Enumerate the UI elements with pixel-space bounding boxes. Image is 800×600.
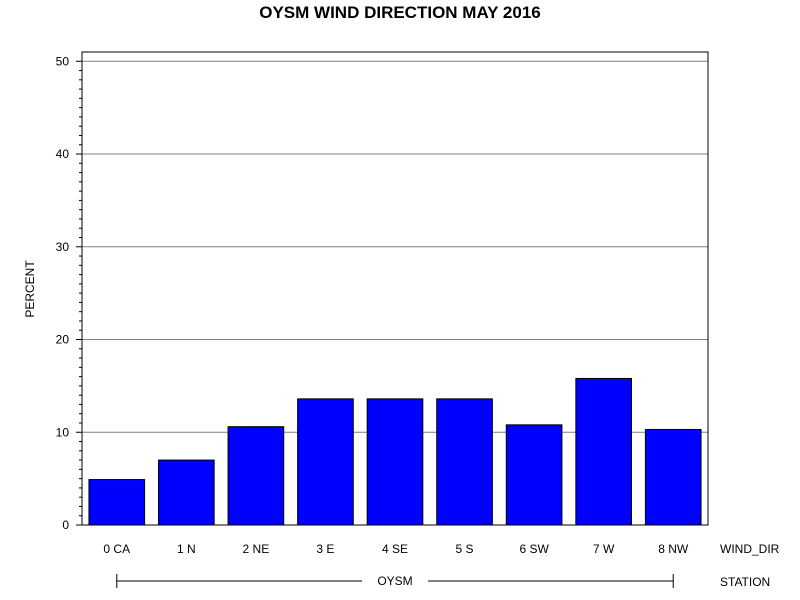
y-tick-label: 0 xyxy=(62,518,69,532)
bar xyxy=(366,398,424,526)
y-tick-label: 10 xyxy=(56,425,70,439)
bar xyxy=(158,459,215,526)
bars xyxy=(88,377,702,526)
x-tick-label: 2 NE xyxy=(243,542,270,556)
bar xyxy=(88,479,146,526)
gridlines xyxy=(82,60,708,433)
y-axis-label: PERCENT xyxy=(23,260,37,318)
x-tick-label: 5 S xyxy=(456,542,474,556)
plot-frame xyxy=(81,51,709,526)
x-axis: 0 CA 1 N 2 NE 3 E 4 SE 5 S 6 SW 7 W 8 NW xyxy=(103,542,688,556)
bar xyxy=(505,424,563,526)
x-tick-label: 4 SE xyxy=(382,542,408,556)
x-tick-label: 8 NW xyxy=(658,542,689,556)
bar xyxy=(575,377,632,526)
y-axis: 0 10 20 30 40 50 xyxy=(56,54,82,532)
station-name: OYSM xyxy=(377,574,412,588)
x-tick-label: 1 N xyxy=(177,542,196,556)
chart-title: OYSM WIND DIRECTION MAY 2016 xyxy=(259,3,541,22)
y-tick-label: 50 xyxy=(56,54,70,68)
x-tick-label: 6 SW xyxy=(519,542,549,556)
x-tick-label: 7 W xyxy=(593,542,615,556)
x-tick-label: 0 CA xyxy=(103,542,130,556)
bar xyxy=(644,428,702,526)
bar xyxy=(436,398,493,526)
x-axis-label: WIND_DIR xyxy=(720,542,780,556)
y-tick-label: 30 xyxy=(56,240,70,254)
x-tick-label: 3 E xyxy=(316,542,334,556)
y-tick-label: 40 xyxy=(56,147,70,161)
station-group: OYSM xyxy=(116,574,674,588)
y-tick-label: 20 xyxy=(56,333,70,347)
bar xyxy=(227,426,285,526)
station-label: STATION xyxy=(720,575,770,589)
bar xyxy=(297,398,354,526)
